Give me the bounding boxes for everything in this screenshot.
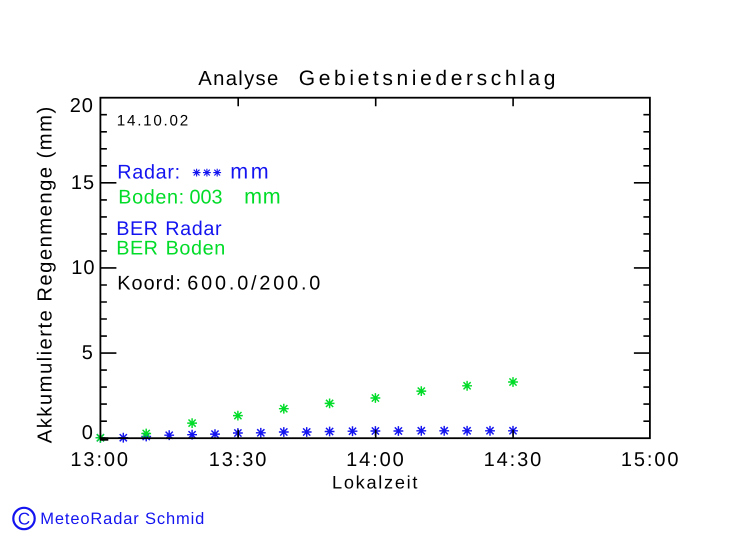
svg-text:Akkumulierte Regenmenge (mm): Akkumulierte Regenmenge (mm) [35, 105, 57, 443]
svg-text:C: C [18, 509, 30, 528]
svg-text:5: 5 [82, 342, 94, 364]
svg-text:BER: BER [116, 218, 158, 240]
svg-text:mm: mm [230, 160, 271, 184]
svg-text:BER: BER [116, 238, 158, 260]
svg-text:Radar: Radar [165, 218, 222, 240]
svg-text:14.10.02: 14.10.02 [117, 112, 190, 129]
svg-text:Boden:: Boden: [118, 187, 184, 209]
svg-text:13:00: 13:00 [70, 449, 130, 471]
svg-text:Gebietsniederschlag: Gebietsniederschlag [299, 67, 559, 90]
svg-text:600.0/200.0: 600.0/200.0 [187, 272, 323, 294]
svg-text:20: 20 [70, 95, 94, 117]
svg-text:Lokalzeit: Lokalzeit [332, 472, 419, 492]
svg-text:10: 10 [71, 257, 95, 279]
svg-text:15: 15 [71, 172, 95, 194]
svg-text:13:30: 13:30 [209, 449, 269, 471]
svg-text:Boden: Boden [166, 238, 226, 260]
svg-text:15:00: 15:00 [621, 449, 681, 471]
svg-text:003: 003 [190, 187, 223, 209]
svg-text:14:30: 14:30 [484, 449, 544, 471]
svg-text:Koord:: Koord: [117, 272, 182, 294]
svg-text:0: 0 [82, 422, 94, 444]
svg-text:Radar:: Radar: [117, 162, 181, 184]
svg-text:MeteoRadar Schmid: MeteoRadar Schmid [40, 510, 205, 528]
svg-text:Analyse: Analyse [198, 68, 279, 90]
svg-text:mm: mm [244, 185, 281, 209]
svg-text:14:00: 14:00 [346, 449, 406, 471]
